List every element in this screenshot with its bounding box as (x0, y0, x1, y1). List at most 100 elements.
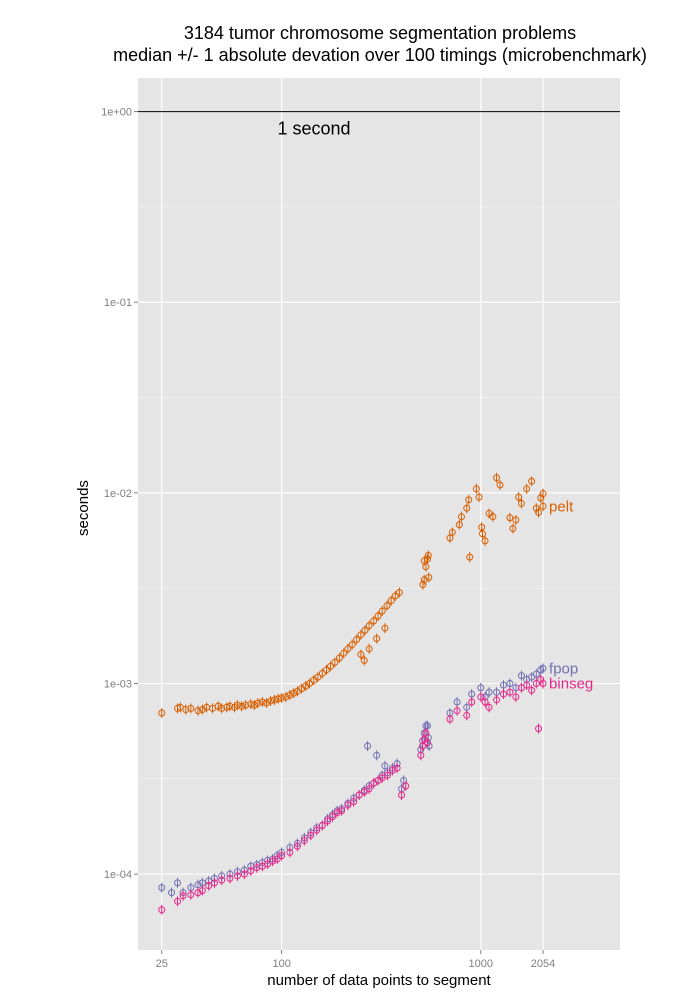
binseg-point (419, 742, 427, 750)
pelt-point (331, 658, 339, 666)
binseg-point (247, 867, 255, 875)
pelt-point (455, 521, 463, 529)
binseg-point (307, 831, 315, 839)
pelt-point (238, 702, 246, 710)
binseg-point (477, 693, 485, 701)
binseg-point (424, 739, 432, 747)
binseg-point (383, 771, 391, 779)
data-points (158, 472, 547, 915)
pelt-point (318, 669, 326, 677)
binseg-point (523, 681, 531, 689)
pelt-point (395, 589, 403, 597)
pelt-point (290, 689, 298, 697)
pelt-point (278, 694, 286, 702)
pelt-point (425, 573, 433, 581)
binseg-point (528, 686, 536, 694)
reference-line-group: 1 second (138, 111, 620, 139)
pelt-point (158, 709, 166, 717)
y-tick-labels: 1e+00 1e-01 1e-02 1e-03 1e-04 (101, 107, 138, 881)
pelt-point (274, 695, 282, 703)
pelt-point (374, 612, 382, 620)
binseg-point (313, 826, 321, 834)
binseg-point (506, 688, 514, 696)
y-tick-label: 1e-04 (104, 869, 132, 881)
binseg-point (210, 879, 218, 887)
binseg-point (293, 842, 301, 850)
binseg-point (318, 821, 326, 829)
binseg-point (453, 707, 461, 715)
pelt-point (267, 697, 275, 705)
x-tick-label: 100 (272, 958, 290, 970)
binseg-point (226, 874, 234, 882)
pelt-point (466, 553, 474, 561)
binseg-point (402, 782, 410, 790)
fpop-point (463, 703, 471, 711)
pelt-point (373, 635, 381, 643)
pelt-point (472, 485, 480, 493)
pelt-point (182, 706, 190, 714)
binseg-point (532, 679, 540, 687)
binseg-point (187, 891, 195, 899)
fpop-label: fpop (549, 660, 578, 677)
pelt-point (226, 702, 234, 710)
pelt-point (263, 699, 271, 707)
binseg-point (344, 801, 352, 809)
y-axis-label: seconds (75, 480, 92, 536)
binseg-point (350, 798, 358, 806)
pelt-point (282, 693, 290, 701)
pelt-point (509, 525, 517, 533)
binseg-point (338, 807, 346, 815)
binseg-point (218, 876, 226, 884)
binseg-point (328, 813, 336, 821)
pelt-point (419, 581, 427, 589)
y-tick-label: 1e+00 (101, 107, 132, 119)
pelt-point (187, 704, 195, 712)
fpop-point (381, 762, 389, 770)
pelt-point (383, 602, 391, 610)
y-tick-label: 1e-02 (104, 488, 132, 500)
binseg-point (179, 892, 187, 900)
y-tick-label: 1e-03 (104, 678, 132, 690)
binseg-point (286, 848, 294, 856)
fpop-point (174, 879, 182, 887)
pelt-point (512, 516, 520, 524)
pelt-point (475, 493, 483, 501)
x-tick-label: 25 (156, 958, 168, 970)
pelt-point (344, 645, 352, 653)
binseg-point (422, 729, 430, 737)
pelt-point (335, 654, 343, 662)
pelt-point (457, 513, 465, 521)
fpop-point (477, 684, 485, 692)
pelt-point (218, 704, 226, 712)
binseg-point (360, 788, 368, 796)
fpop-point (168, 889, 176, 897)
binseg-point (355, 791, 363, 799)
fpop-point (506, 679, 514, 687)
pelt-point (479, 530, 487, 538)
pelt-point (365, 645, 373, 653)
binseg-point (463, 711, 471, 719)
binseg-point (240, 870, 248, 878)
pelt-point (517, 499, 525, 507)
pelt-point (391, 592, 399, 600)
fpop-point (517, 672, 525, 680)
pelt-point (478, 523, 486, 531)
pelt-point (539, 490, 547, 498)
pelt-point (365, 622, 373, 630)
pelt-point (360, 657, 368, 665)
pelt-point (314, 673, 322, 681)
pelt-point (327, 662, 335, 670)
pelt-point (528, 477, 536, 485)
pelt-label: pelt (549, 498, 574, 515)
chart-title: 3184 tumor chromosome segmentation probl… (184, 23, 576, 43)
binseg-point (333, 809, 341, 817)
binseg-point (278, 852, 286, 860)
pelt-point (381, 624, 389, 632)
x-axis-label: number of data points to segment (267, 972, 491, 989)
fpop-point (485, 688, 493, 696)
pelt-point (258, 698, 266, 706)
binseg-point (300, 837, 308, 845)
pelt-point (357, 650, 365, 658)
